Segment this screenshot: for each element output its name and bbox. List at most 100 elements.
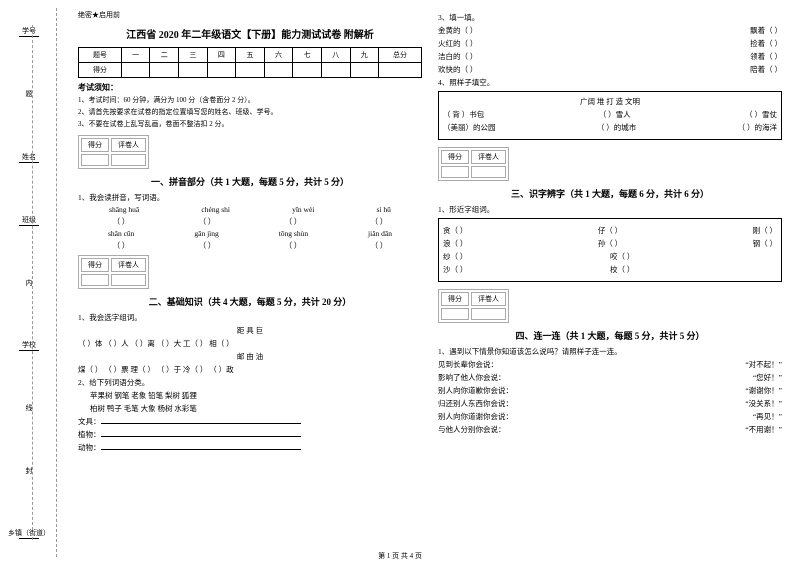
th: 三 bbox=[179, 48, 208, 63]
example-box: 广阔 堆 打 造 文明 （ 背 ）书包 （ ）雪人 （ ）雪仗 （美丽）的公园 … bbox=[438, 91, 782, 140]
side-label: 学号 bbox=[22, 26, 36, 36]
question: 1、我会选字组词。 bbox=[78, 312, 422, 323]
char-box: 贪（ ）仔（ ）刚（ ） 浪（ ）孙（ ）钢（ ） 纱（ ）咬（ ） 沙（ ）校… bbox=[438, 218, 782, 282]
blank: （ ） bbox=[371, 240, 388, 251]
th: 一 bbox=[121, 48, 150, 63]
blank: （ ） bbox=[199, 240, 216, 251]
match-row: 见到长辈你会说：“对不起！” bbox=[438, 359, 782, 370]
pinyin-row: shāng huā chéng shì yīn wèi sì hū bbox=[78, 205, 422, 214]
pinyin: shān cūn bbox=[108, 229, 134, 238]
th: 八 bbox=[321, 48, 350, 63]
pinyin: chéng shì bbox=[201, 205, 230, 214]
th: 九 bbox=[350, 48, 379, 63]
question: 4、照样子填空。 bbox=[438, 77, 782, 88]
question: 2、给下列词语分类。 bbox=[78, 377, 422, 388]
th: 七 bbox=[293, 48, 322, 63]
score-entry: 得分评卷人 bbox=[438, 289, 509, 323]
word-line: （ ）体 （ ）人 （ ）离 （ ）大 工（ ） 相（ ） bbox=[78, 338, 422, 349]
pinyin: tōng shùn bbox=[279, 229, 308, 238]
section-title: 二、基础知识（共 4 大题，每题 5 分，共计 20 分） bbox=[78, 295, 422, 308]
th: 五 bbox=[236, 48, 265, 63]
th: 六 bbox=[264, 48, 293, 63]
td: 得分 bbox=[79, 63, 122, 78]
lbl: 评卷人 bbox=[471, 292, 506, 306]
fill-row: 洁白的（ ）领着（ ） bbox=[438, 51, 782, 62]
char-row: 浪（ ）孙（ ）钢（ ） bbox=[443, 238, 777, 249]
section-title: 三、识字辨字（共 1 大题，每题 6 分，共计 6 分） bbox=[438, 187, 782, 200]
instruction-line: 2、请首先按要求在试卷的指定位置填写您的姓名、班级、学号。 bbox=[78, 107, 422, 117]
char-row: 贪（ ）仔（ ）刚（ ） bbox=[443, 225, 777, 236]
th: 四 bbox=[207, 48, 236, 63]
instruction-line: 1、考试时间：60 分钟，满分为 100 分（含卷面分 2 分）。 bbox=[78, 95, 422, 105]
lbl: 评卷人 bbox=[471, 150, 506, 164]
question: 1、形近字组词。 bbox=[438, 204, 782, 215]
fill-row: 金黄的（ ）飘着（ ） bbox=[438, 25, 782, 36]
category-line: 植物： bbox=[78, 429, 422, 440]
pinyin: shāng huā bbox=[109, 205, 139, 214]
side-label: 乡镇（街道） bbox=[8, 528, 50, 538]
right-column: 3、填一填。 金黄的（ ）飘着（ ） 火红的（ ）捡着（ ） 洁白的（ ）领着（… bbox=[430, 10, 790, 545]
score-entry: 得分评卷人 bbox=[78, 255, 149, 289]
match-row: 与他人分别你会说：“不用谢！” bbox=[438, 424, 782, 435]
blank: （ ） bbox=[285, 216, 302, 227]
fold-line-inner bbox=[32, 25, 33, 540]
score-table: 题号 一 二 三 四 五 六 七 八 九 总分 得分 bbox=[78, 47, 422, 78]
fill-row: （ 背 ）书包 （ ）雪人 （ ）雪仗 bbox=[443, 109, 777, 120]
section-title: 一、拼音部分（共 1 大题，每题 5 分，共计 5 分） bbox=[78, 175, 422, 188]
fill-row: 欢快的（ ）陪着（ ） bbox=[438, 64, 782, 75]
blank: （ ） bbox=[199, 216, 216, 227]
word-line: 煤（ ） （ ）票 理（ ） （ ）于 冷（ ） （ ）政 bbox=[78, 364, 422, 375]
word-choices: 邮 由 油 bbox=[78, 351, 422, 362]
match-row: 别人向你道谢你会说：“再见！” bbox=[438, 411, 782, 422]
word-list: 苹果树 钢笔 老象 铅笔 梨树 狐狸 bbox=[78, 390, 422, 401]
side-label: 学校 bbox=[22, 340, 36, 350]
exam-title: 江西省 2020 年二年级语文【下册】能力测试试卷 附解析 bbox=[78, 26, 422, 41]
lbl: 评卷人 bbox=[111, 258, 146, 272]
lbl: 得分 bbox=[441, 292, 469, 306]
blank: （ ） bbox=[113, 216, 130, 227]
page-footer: 第 1 页 共 4 页 bbox=[0, 551, 800, 561]
fill-row: 火红的（ ）捡着（ ） bbox=[438, 38, 782, 49]
score-entry: 得分评卷人 bbox=[438, 147, 509, 181]
word-list: 柏树 鸭子 毛笔 大象 杨树 水彩笔 bbox=[78, 403, 422, 414]
th: 总分 bbox=[379, 48, 422, 63]
score-entry: 得分评卷人 bbox=[78, 135, 149, 169]
pinyin-row: shān cūn gān jìng tōng shùn jiǎn dān bbox=[78, 229, 422, 238]
pinyin: yīn wèi bbox=[292, 205, 314, 214]
word-choices: 距 具 巨 bbox=[78, 325, 422, 336]
instruction-line: 3、不要在试卷上乱写乱画，卷面不整洁扣 2 分。 bbox=[78, 119, 422, 129]
question: 3、填一填。 bbox=[438, 12, 782, 23]
side-label: 班级 bbox=[22, 215, 36, 225]
side-label: 姓名 bbox=[22, 152, 36, 162]
lbl: 得分 bbox=[441, 150, 469, 164]
section-title: 四、连一连（共 1 大题，每题 5 分，共计 5 分） bbox=[438, 329, 782, 342]
match-row: 归还别人东西你会说：“没关系！” bbox=[438, 398, 782, 409]
char-row: 纱（ ）咬（ ） bbox=[443, 251, 777, 262]
category-line: 文具： bbox=[78, 416, 422, 427]
lbl: 得分 bbox=[81, 258, 109, 272]
blank: （ ） bbox=[113, 240, 130, 251]
instructions-head: 考试须知： bbox=[78, 82, 422, 93]
answer-row: （ ） （ ） （ ） （ ） bbox=[78, 216, 422, 227]
page-content: 绝密★启用前 江西省 2020 年二年级语文【下册】能力测试试卷 附解析 题号 … bbox=[70, 10, 790, 545]
lbl: 评卷人 bbox=[111, 138, 146, 152]
fill-row: （美丽）的公园 （ ）的城市 （ ）的海洋 bbox=[443, 122, 777, 133]
pinyin: jiǎn dān bbox=[368, 229, 392, 238]
match-row: 影响了他人你会说：“您好！” bbox=[438, 372, 782, 383]
answer-row: （ ） （ ） （ ） （ ） bbox=[78, 240, 422, 251]
left-column: 绝密★启用前 江西省 2020 年二年级语文【下册】能力测试试卷 附解析 题号 … bbox=[70, 10, 430, 545]
th: 二 bbox=[150, 48, 179, 63]
binding-margin: 学号 题 姓名 班级 内 学校 线 封 乡镇（街道） bbox=[4, 0, 54, 565]
th: 题号 bbox=[79, 48, 122, 63]
question: 1、遇到以下情景你知道该怎么说吗？请照样子连一连。 bbox=[438, 346, 782, 357]
category-line: 动物： bbox=[78, 442, 422, 453]
lbl: 得分 bbox=[81, 138, 109, 152]
blank: （ ） bbox=[285, 240, 302, 251]
example-words: 广阔 堆 打 造 文明 bbox=[443, 96, 777, 107]
question: 1、我会读拼音，写词语。 bbox=[78, 192, 422, 203]
secret-label: 绝密★启用前 bbox=[78, 10, 422, 20]
match-row: 别人向你道歉你会说：“谢谢你！” bbox=[438, 385, 782, 396]
blank: （ ） bbox=[371, 216, 388, 227]
pinyin: sì hū bbox=[377, 205, 391, 214]
char-row: 沙（ ）校（ ） bbox=[443, 264, 777, 275]
